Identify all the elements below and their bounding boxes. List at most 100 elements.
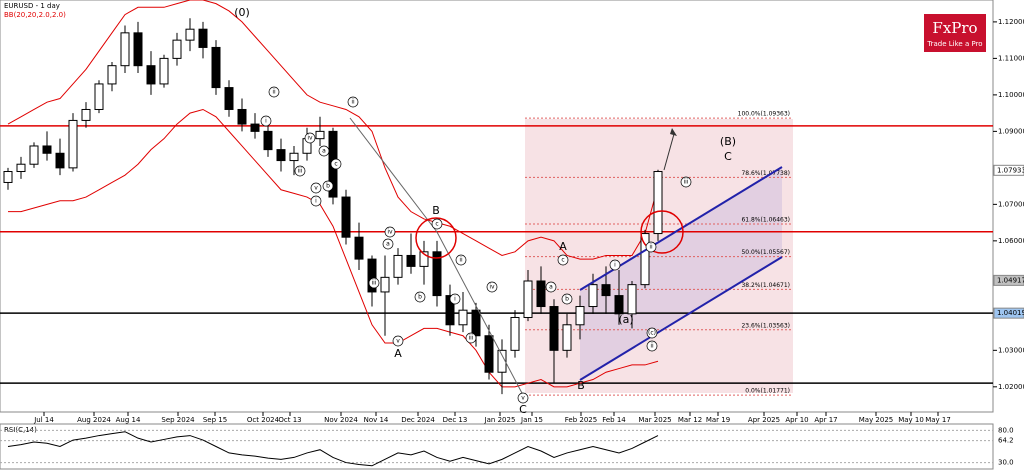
price-label-box: [993, 307, 1024, 319]
wave-line: [436, 231, 524, 396]
annotation-circle: [557, 254, 569, 266]
candle-body: [380, 276, 390, 293]
candle-body: [536, 280, 546, 308]
annotation-circle: [330, 158, 342, 170]
x-tick-label: Nov 14: [364, 416, 389, 424]
fib-label: 78.6%(1.07738): [741, 170, 790, 177]
x-tick-label: Mar 12: [678, 416, 702, 424]
wave-label: i: [315, 198, 317, 205]
x-tick-label: Mar 19: [706, 416, 730, 424]
annotation-circle: [646, 327, 658, 339]
fib-label: 38.2%(1.04671): [741, 282, 790, 289]
wave-label: i: [265, 118, 267, 125]
main-panel: [0, 0, 994, 413]
wave-label: ii: [459, 257, 463, 264]
rsi-tick-label: 80.0: [998, 426, 1014, 434]
y-tick-label: 1.12000: [998, 18, 1024, 26]
wave-label: a: [549, 284, 553, 291]
candle-body: [250, 123, 260, 132]
candle-body: [445, 295, 455, 326]
x-tick-label: Mar 2025: [638, 416, 671, 424]
x-tick-label: Sep 15: [203, 416, 227, 424]
candle-body: [16, 163, 26, 173]
candle-body: [42, 145, 52, 154]
price-label: 1.04917: [997, 276, 1024, 284]
price-label-box: [993, 164, 1024, 176]
wave-label: C: [519, 403, 527, 416]
candle-body: [341, 196, 351, 238]
wave-label: (c): [648, 330, 656, 337]
x-tick-label: Aug 14: [116, 416, 141, 424]
candle-body: [55, 152, 65, 169]
wave-label: c: [334, 161, 337, 168]
candle-body: [640, 233, 650, 286]
wave-line: [349, 117, 438, 233]
arrow: [663, 133, 675, 171]
candle-body: [471, 309, 481, 337]
annotation-circle: [322, 180, 334, 192]
x-tick-label: Sep 2024: [161, 416, 195, 424]
x-tick-label: Jan 2025: [484, 416, 516, 424]
y-tick-label: 1.02000: [998, 383, 1024, 391]
wave-label: ii: [351, 99, 355, 106]
logo: FxPro: [932, 19, 977, 37]
candle-body: [185, 28, 195, 41]
candle-body: [354, 236, 364, 260]
annotation-circle: [431, 218, 443, 230]
annotation-circle: [545, 281, 557, 293]
wave-label: iii: [371, 280, 376, 287]
candle-body: [367, 258, 377, 293]
candle-body: [315, 130, 325, 140]
y-tick-label: 1.06000: [998, 237, 1024, 245]
annotation-circle: [680, 176, 692, 188]
arrow-head: [670, 128, 677, 136]
wave-label: v: [396, 338, 400, 345]
candle-body: [68, 119, 78, 169]
wave-label: iii: [297, 168, 302, 175]
highlight-circle: [415, 217, 457, 259]
x-tick-label: Apr 2025: [748, 416, 780, 424]
candle-body: [146, 65, 156, 85]
x-tick-label: Feb 14: [602, 416, 626, 424]
bollinger-band: [8, 108, 659, 388]
x-tick-label: Dec 13: [443, 416, 468, 424]
annotation-circle: [382, 238, 394, 250]
indicator-label: BB(20,20,2.0,2.0): [4, 11, 66, 19]
wave-label: b: [565, 296, 569, 303]
fib-label: 50.0%(1.05567): [741, 249, 790, 256]
bollinger-band: [7, 0, 659, 260]
x-tick-label: May 2025: [859, 416, 894, 424]
candle-body: [198, 28, 208, 48]
candle-body: [224, 87, 234, 110]
candle-body: [510, 316, 520, 351]
x-tick-label: Oct 2024: [247, 416, 280, 424]
annotation-circle: [449, 293, 461, 305]
annotation-circle: [609, 259, 621, 271]
candle-body: [120, 32, 130, 67]
annotation-circle: [392, 335, 404, 347]
annotation-circle: [294, 165, 306, 177]
rsi-tick-label: 30.0: [998, 459, 1014, 467]
annotation-circle: [645, 241, 657, 253]
wave-label: ii: [649, 244, 653, 251]
logo-box: [924, 14, 986, 52]
wave-label: v: [521, 395, 525, 402]
price-label-box: [993, 274, 1024, 286]
y-tick-label: 1.10000: [998, 91, 1024, 99]
annotation-circle: [646, 340, 658, 352]
annotation-circle: [347, 96, 359, 108]
wave-label: a: [322, 148, 326, 155]
annotation-circle: [455, 254, 467, 266]
candle-body: [107, 65, 117, 85]
x-tick-label: Jul 14: [33, 416, 54, 424]
rsi-line: [7, 431, 659, 467]
candle-body: [211, 46, 221, 89]
candle-body: [81, 108, 91, 121]
candle-body: [172, 39, 182, 59]
wave-label: iv: [489, 284, 495, 291]
wave-label: ii: [272, 89, 276, 96]
highlight-circle: [640, 210, 684, 254]
y-tick-label: 1.07000: [998, 200, 1024, 208]
annotation-circle: [414, 291, 426, 303]
annotation-circle: [310, 182, 322, 194]
